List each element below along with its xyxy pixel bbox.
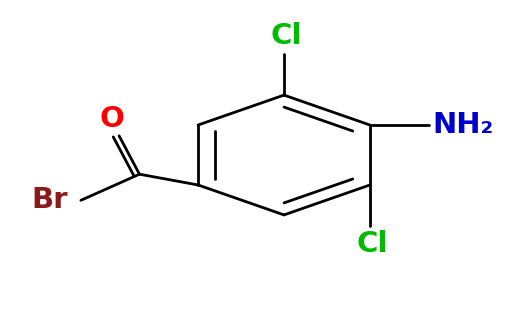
Text: O: O xyxy=(99,105,124,133)
Text: NH₂: NH₂ xyxy=(433,111,494,139)
Text: Br: Br xyxy=(31,186,68,214)
Text: Cl: Cl xyxy=(357,230,388,258)
Text: Cl: Cl xyxy=(271,22,302,50)
